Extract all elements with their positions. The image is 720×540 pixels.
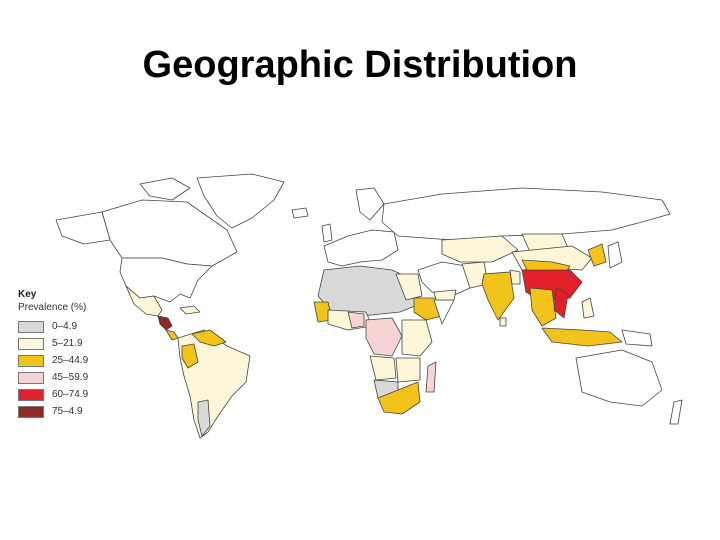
legend-label: 25–44.9	[52, 355, 89, 366]
greenland	[196, 173, 285, 229]
legend-swatch	[18, 337, 44, 350]
central-africa	[365, 317, 403, 357]
legend-item: 75–4.9	[18, 403, 128, 420]
legend-item: 60–74.9	[18, 386, 128, 403]
world-map	[22, 170, 686, 442]
southeast-asia	[529, 287, 557, 327]
korea-japan	[587, 243, 607, 267]
japan	[607, 241, 623, 269]
map-legend: Key Prevalence (%) 0–4.9 5–21.9 25–44.9 45–…	[18, 289, 128, 420]
legend-item: 5–21.9	[18, 335, 128, 352]
legend-item: 45–59.9	[18, 369, 128, 386]
east-africa	[401, 319, 433, 357]
madagascar	[425, 361, 437, 393]
legend-swatch	[18, 354, 44, 367]
europe	[323, 229, 399, 267]
legend-items: 0–4.9 5–21.9 25–44.9 45–59.9 60–74.9 75–4.9	[18, 318, 128, 420]
egypt	[395, 273, 423, 301]
australia	[575, 349, 663, 407]
peru	[181, 343, 199, 369]
chile-argentina-south	[197, 399, 211, 437]
yemen	[433, 289, 457, 301]
vietnam	[553, 287, 569, 319]
legend-subtitle: Prevalence (%)	[18, 302, 87, 313]
nepal-bangladesh	[509, 269, 521, 285]
scandinavia	[355, 187, 385, 221]
legend-swatch	[18, 388, 44, 401]
venezuela-guyana	[191, 329, 227, 347]
russia	[381, 187, 671, 241]
central-america-south	[165, 329, 179, 341]
legend-title: Key	[18, 289, 37, 300]
legend-label: 60–74.9	[52, 389, 89, 400]
zambia-zimbabwe	[395, 357, 421, 383]
legend-swatch	[18, 405, 44, 418]
legend-swatch	[18, 371, 44, 384]
uk	[321, 223, 333, 243]
legend-label: 75–4.9	[52, 406, 83, 417]
indonesia	[541, 327, 623, 347]
angola	[369, 355, 397, 381]
legend-label: 5–21.9	[52, 338, 83, 349]
sri-lanka	[499, 317, 507, 327]
papua	[621, 329, 653, 347]
south-africa	[377, 381, 421, 415]
alaska	[55, 211, 111, 245]
arctic-islands	[139, 177, 191, 201]
slide-title: Geographic Distribution	[142, 44, 578, 86]
middle-east	[417, 261, 471, 297]
central-america	[157, 315, 173, 331]
legend-label: 45–59.9	[52, 372, 89, 383]
legend-item: 25–44.9	[18, 352, 128, 369]
iceland	[291, 207, 309, 219]
legend-swatch	[18, 320, 44, 333]
mexico	[125, 285, 163, 317]
india	[481, 271, 515, 321]
philippines	[581, 297, 595, 319]
legend-label: 0–4.9	[52, 321, 78, 332]
central-asia	[441, 235, 519, 263]
caribbean	[179, 305, 201, 315]
world-map-svg	[55, 173, 683, 439]
nigeria	[347, 311, 365, 329]
legend-item: 0–4.9	[18, 318, 128, 335]
new-zealand	[669, 399, 683, 425]
